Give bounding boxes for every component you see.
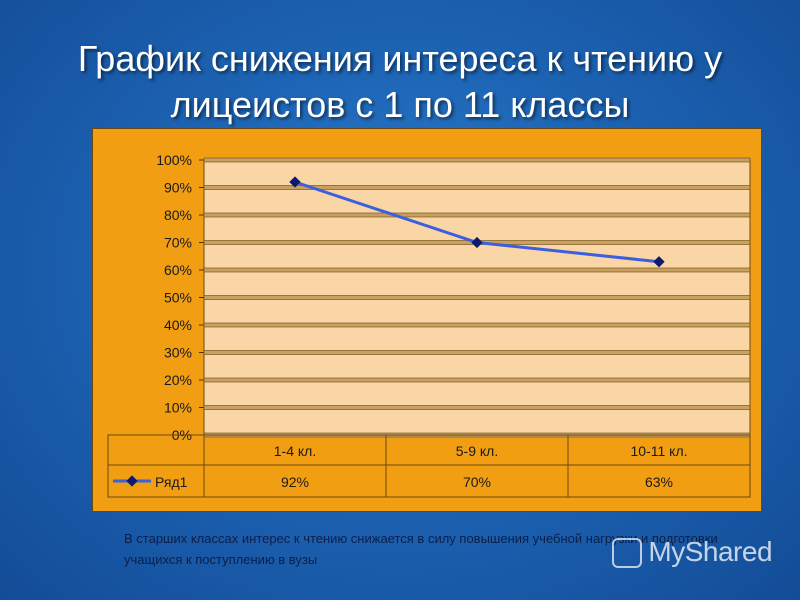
watermark-text: MyShared: [648, 536, 773, 567]
grid-line: [203, 322, 751, 328]
chart-area: 0% 10% 20% 30% 40% 50% 60% 70% 80% 90% 100% 1-4 кл…: [92, 128, 762, 512]
grid-line: [203, 295, 751, 300]
data-table: 1-4 кл. 5-9 кл. 10-11 кл. 92% 70% 63% Ряд1: [107, 434, 751, 498]
watermark: MyShared: [612, 536, 772, 568]
data-point-marker: [653, 256, 665, 268]
y-axis-tick-label: 50%: [164, 290, 192, 306]
grid-line: [203, 267, 751, 273]
legend-series-name: Ряд1: [155, 474, 188, 490]
y-axis-tick-label: 100%: [156, 152, 192, 168]
y-axis-tick-label: 70%: [164, 235, 192, 251]
grid-line: [203, 405, 751, 410]
x-axis-category-label: 5-9 кл.: [456, 443, 498, 459]
data-table-frame: [107, 434, 751, 498]
y-axis-tick-label: 30%: [164, 345, 192, 361]
line-chart: 0%10%20%30%40%50%60%70%80%90%100% 1-4 кл…: [107, 152, 751, 498]
data-table-value: 63%: [645, 474, 673, 490]
y-axis-tick-label: 60%: [164, 262, 192, 278]
slide-caption: В старших классах интерес к чтению снижа…: [124, 531, 718, 567]
x-axis-category-label: 1-4 кл.: [274, 443, 316, 459]
myshared-logo-icon: [612, 538, 642, 568]
y-axis-tick-label: 80%: [164, 207, 192, 223]
y-axis-tick-label: 40%: [164, 317, 192, 333]
y-axis-tick-labels: 0%10%20%30%40%50%60%70%80%90%100%: [156, 152, 192, 443]
grid-line: [203, 350, 751, 355]
grid-line: [203, 157, 751, 163]
legend-marker-swatch: [126, 475, 138, 487]
y-axis-tick-label: 90%: [164, 180, 192, 196]
data-table-value: 70%: [463, 474, 491, 490]
x-axis-category-label: 10-11 кл.: [631, 443, 688, 459]
grid-line: [203, 377, 751, 383]
y-axis-tick-label: 20%: [164, 372, 192, 388]
slide-title: График снижения интереса к чтению у лице…: [77, 38, 723, 125]
y-axis-tick-label: 10%: [164, 400, 192, 416]
data-table-value: 92%: [281, 474, 309, 490]
grid-line: [203, 185, 751, 190]
grid-line: [203, 212, 751, 218]
